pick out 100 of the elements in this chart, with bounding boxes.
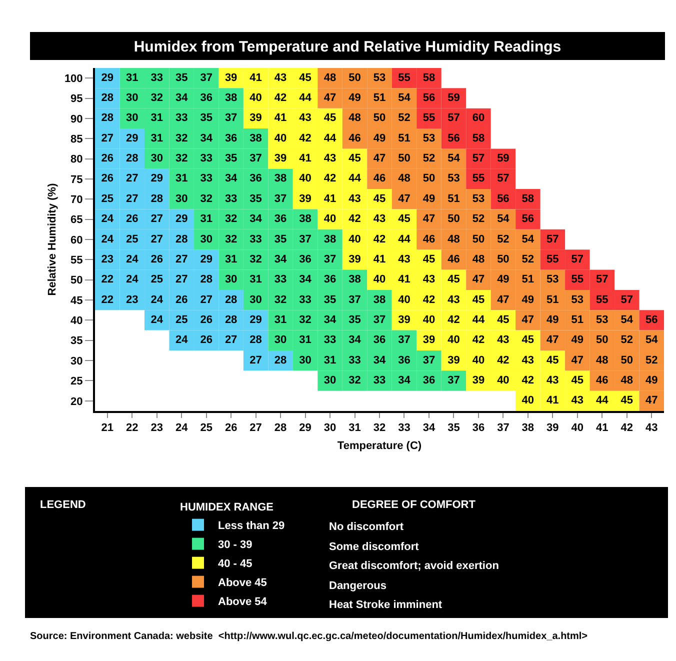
x-tick-label: 28 — [274, 422, 287, 434]
data-label: 32 — [200, 192, 212, 205]
data-label: 27 — [126, 172, 138, 185]
data-label: 50 — [348, 72, 361, 84]
y-tick-label: 50 — [70, 274, 83, 287]
legend-label: 30 - 39 — [218, 539, 252, 552]
data-label: 31 — [250, 274, 262, 286]
data-label: 33 — [299, 294, 312, 306]
data-label: 46 — [596, 374, 608, 386]
data-label: 50 — [620, 354, 634, 366]
data-label: 43 — [522, 354, 534, 366]
data-label: 45 — [348, 152, 361, 165]
data-label: 31 — [150, 132, 163, 144]
data-label: 31 — [299, 334, 312, 346]
data-label: 50 — [422, 172, 436, 185]
x-tick-label: 26 — [224, 422, 238, 434]
data-label: 45 — [373, 192, 386, 205]
data-label: 56 — [497, 192, 510, 205]
data-label: 33 — [373, 374, 386, 386]
data-label: 31 — [150, 112, 163, 124]
data-label: 36 — [250, 172, 262, 185]
data-label: 56 — [522, 213, 534, 226]
data-label: 49 — [373, 132, 386, 144]
data-label: 33 — [175, 112, 188, 124]
data-label: 31 — [224, 253, 238, 266]
data-label: 52 — [472, 213, 485, 226]
data-label: 40 — [324, 213, 336, 226]
data-label: 48 — [448, 233, 460, 246]
data-label: 41 — [324, 192, 336, 205]
data-label: 27 — [175, 253, 188, 266]
data-label: 39 — [299, 192, 312, 205]
data-label: 24 — [126, 274, 140, 286]
data-label: 44 — [348, 172, 362, 185]
data-label: 27 — [175, 274, 188, 286]
y-tick-label: 90 — [70, 113, 83, 126]
data-label: 33 — [324, 334, 336, 346]
data-label: 55 — [422, 112, 436, 124]
data-label: 44 — [299, 92, 312, 104]
data-label: 48 — [324, 72, 336, 84]
data-label: 32 — [250, 253, 262, 266]
y-tick-label: 80 — [70, 154, 83, 166]
data-label: 43 — [422, 274, 436, 286]
data-label: 60 — [472, 112, 485, 124]
data-label: 38 — [324, 233, 336, 246]
data-label: 40 — [398, 294, 410, 306]
data-label: 26 — [150, 253, 163, 266]
text: Heat Stroke imminent — [329, 599, 442, 611]
data-label: 36 — [274, 213, 287, 226]
legend-label: Less than 29 — [218, 520, 285, 532]
data-label: 28 — [224, 294, 238, 306]
data-label: 32 — [348, 374, 361, 386]
data-label: 27 — [126, 192, 138, 205]
data-label: 30 — [324, 374, 336, 386]
y-tick-label: 65 — [70, 214, 83, 226]
data-label: 26 — [200, 314, 212, 326]
data-label: 24 — [150, 294, 164, 306]
data-label: 34 — [324, 314, 338, 326]
data-label: 44 — [596, 394, 610, 407]
data-label: 42 — [522, 374, 534, 386]
data-label: 29 — [101, 72, 114, 84]
data-label: 48 — [596, 354, 608, 366]
data-label: 44 — [324, 132, 338, 144]
data-label: 35 — [348, 314, 361, 326]
data-label: 51 — [571, 314, 584, 326]
data-label: 34 — [250, 213, 263, 226]
data-label: 27 — [250, 354, 262, 366]
text: Some discomfort — [329, 541, 420, 553]
x-tick-label: 29 — [299, 422, 312, 434]
data-label: 39 — [274, 152, 287, 165]
data-label: 44 — [398, 233, 412, 246]
legend-label: Above 45 — [218, 577, 267, 590]
data-label: 50 — [373, 112, 386, 124]
x-tick-label: 40 — [571, 422, 584, 434]
x-tick-label: 32 — [373, 422, 386, 434]
data-label: 36 — [373, 334, 386, 346]
data-label: 56 — [646, 314, 658, 326]
data-label: 40 — [472, 354, 485, 366]
data-label: 49 — [522, 294, 534, 306]
data-label: 28 — [200, 274, 212, 286]
data-label: 44 — [472, 314, 486, 326]
data-label: 33 — [224, 192, 238, 205]
x-tick-label: 33 — [398, 422, 410, 434]
data-label: 40 — [274, 132, 287, 144]
data-label: 28 — [101, 92, 114, 104]
source-note: Source: Environment Canada: website <http://www.wul.qc.ec.gc.ca/meteo/documentation/Humidex/humidex_a.html> — [30, 631, 588, 642]
x-tick-label: 31 — [348, 422, 361, 434]
data-label: 34 — [200, 132, 214, 144]
data-label: 29 — [250, 314, 262, 326]
data-label: 33 — [274, 274, 287, 286]
data-label: 34 — [348, 334, 362, 346]
x-tick-label: 37 — [497, 422, 510, 434]
data-label: 37 — [398, 334, 410, 346]
data-label: 42 — [373, 233, 386, 246]
data-label: 36 — [398, 354, 410, 366]
data-label: 26 — [101, 152, 114, 165]
legend-label: 40 - 45 — [218, 558, 252, 570]
data-label: 51 — [546, 294, 559, 306]
data-label: 39 — [250, 112, 262, 124]
y-tick-label: 55 — [70, 254, 83, 267]
data-label: 37 — [324, 253, 336, 266]
